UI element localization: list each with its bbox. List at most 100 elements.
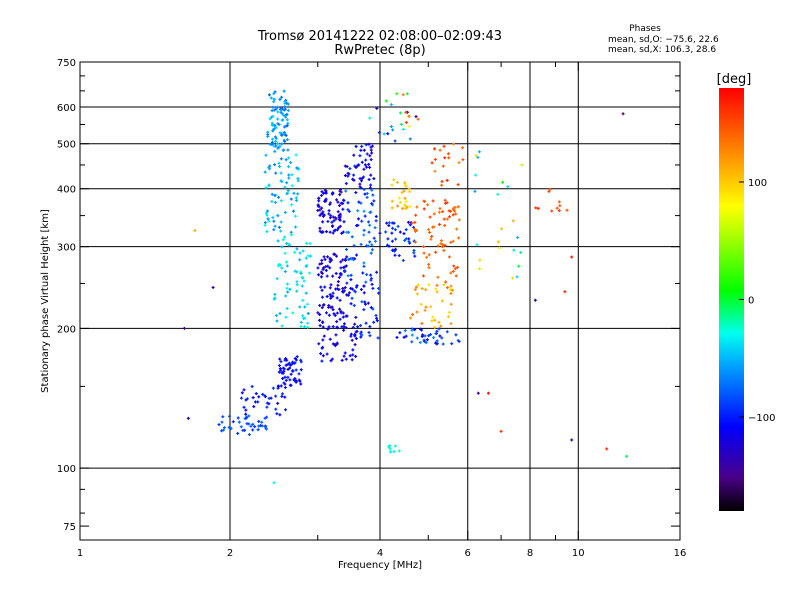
scatter-point	[338, 218, 342, 222]
scatter-point	[361, 271, 365, 275]
scatter-point	[401, 207, 405, 211]
scatter-point	[244, 416, 248, 420]
scatter-point	[424, 341, 428, 345]
scatter-point	[342, 220, 346, 224]
data-points	[182, 89, 629, 485]
scatter-point	[294, 196, 298, 200]
scatter-point	[441, 342, 445, 346]
colorbar: [deg] 100 0 −100	[717, 72, 775, 511]
scatter-point	[274, 171, 278, 175]
scatter-point	[308, 242, 312, 246]
scatter-point	[222, 426, 226, 430]
scatter-point	[285, 307, 289, 311]
y-tick-label: 200	[57, 324, 76, 335]
scatter-point	[285, 358, 289, 362]
scatter-point	[283, 375, 287, 379]
scatter-point	[322, 334, 326, 338]
scatter-point	[415, 310, 419, 314]
scatter-point	[326, 264, 330, 268]
scatter-point	[286, 102, 290, 106]
scatter-point	[316, 311, 320, 315]
scatter-point	[352, 173, 356, 177]
x-tick-label: 16	[674, 548, 687, 559]
scatter-point	[274, 107, 278, 111]
scatter-point	[276, 122, 280, 126]
scatter-point	[320, 306, 324, 310]
scatter-point	[358, 154, 362, 158]
scatter-point	[357, 200, 361, 204]
scatter-point	[284, 408, 288, 412]
scatter-point	[359, 332, 363, 336]
scatter-point	[342, 199, 346, 203]
scatter-point	[317, 199, 321, 203]
scatter-point	[244, 412, 248, 416]
scatter-point	[395, 335, 399, 339]
scatter-point	[281, 377, 285, 381]
scatter-point	[327, 325, 331, 329]
scatter-point	[349, 273, 353, 277]
scatter-point	[294, 358, 298, 362]
scatter-point	[275, 319, 279, 323]
scatter-point	[292, 209, 296, 213]
scatter-point	[331, 308, 335, 312]
scatter-point	[453, 209, 457, 213]
scatter-point	[419, 302, 423, 306]
scatter-point	[344, 189, 348, 193]
scatter-point	[330, 224, 334, 228]
scatter-point	[427, 283, 431, 287]
scatter-point	[321, 321, 325, 325]
scatter-point	[368, 186, 372, 190]
scatter-point	[438, 222, 442, 226]
scatter-point	[350, 338, 354, 342]
scatter-point	[317, 196, 321, 200]
scatter-point	[344, 182, 348, 186]
scatter-point	[432, 336, 436, 340]
scatter-point	[362, 261, 366, 265]
scatter-point	[345, 230, 349, 234]
scatter-point	[271, 129, 275, 133]
scatter-point	[335, 228, 339, 232]
scatter-point	[414, 285, 418, 289]
scatter-point	[366, 244, 370, 248]
scatter-point	[457, 339, 461, 343]
scatter-point	[362, 188, 366, 192]
scatter-point	[368, 116, 372, 120]
scatter-point	[299, 368, 303, 372]
scatter-point	[441, 243, 445, 247]
scatter-point	[412, 249, 416, 253]
scatter-point	[341, 287, 345, 291]
scatter-point	[355, 164, 359, 168]
scatter-point	[352, 303, 356, 307]
colorbar-tick-label: 0	[748, 296, 754, 307]
scatter-point	[563, 290, 567, 294]
scatter-point	[438, 334, 442, 338]
scatter-point	[267, 402, 271, 406]
scatter-point	[354, 285, 358, 289]
scatter-point	[387, 244, 391, 248]
scatter-point	[570, 255, 574, 259]
scatter-point	[404, 204, 408, 208]
scatter-point	[328, 337, 332, 341]
scatter-point	[372, 199, 376, 203]
scatter-point	[280, 107, 284, 111]
scatter-point	[360, 219, 364, 223]
scatter-point	[287, 242, 291, 246]
scatter-point	[347, 291, 351, 295]
scatter-point	[318, 303, 322, 307]
scatter-point	[370, 243, 374, 247]
scatter-point	[279, 157, 283, 161]
scatter-point	[432, 147, 436, 151]
scatter-point	[289, 161, 293, 165]
scatter-point	[368, 325, 372, 329]
scatter-point	[443, 244, 447, 248]
scatter-point	[447, 209, 451, 213]
scatter-point	[423, 199, 427, 203]
scatter-point	[344, 264, 348, 268]
scatter-point	[377, 291, 381, 295]
scatter-point	[285, 192, 289, 196]
scatter-point	[321, 214, 325, 218]
scatter-point	[287, 156, 291, 160]
scatter-point	[352, 289, 356, 293]
scatter-point	[335, 296, 339, 300]
scatter-point	[449, 322, 453, 326]
